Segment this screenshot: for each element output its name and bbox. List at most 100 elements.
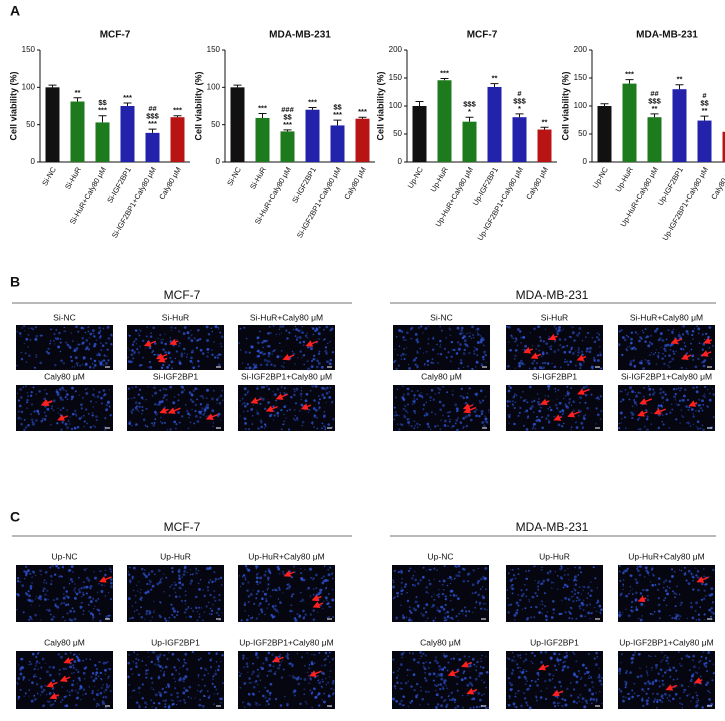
nucleus [517, 415, 519, 417]
nucleus [474, 607, 476, 609]
nucleus [39, 595, 42, 598]
nucleus [23, 611, 25, 613]
nucleus [681, 399, 684, 402]
nucleus [89, 337, 90, 338]
nucleus [104, 417, 106, 419]
nucleus [288, 428, 290, 430]
nucleus [247, 390, 249, 392]
nucleus [93, 367, 94, 368]
nucleus [572, 352, 575, 355]
nucleus [163, 397, 165, 399]
nucleus [323, 425, 325, 427]
nucleus [135, 329, 137, 331]
nucleus [474, 410, 477, 413]
nucleus [652, 573, 654, 575]
nucleus [457, 676, 459, 678]
nucleus [265, 697, 267, 699]
nucleus [255, 654, 257, 656]
nucleus [483, 681, 485, 683]
nucleus [327, 579, 329, 581]
nucleus [570, 387, 572, 389]
nucleus [164, 699, 167, 702]
nucleus [402, 336, 404, 338]
nucleus [209, 580, 210, 581]
nucleus [173, 610, 176, 613]
nucleus [435, 706, 438, 709]
nucleus [439, 346, 441, 348]
nucleus [241, 619, 243, 621]
nucleus [204, 668, 206, 670]
nucleus [633, 365, 636, 368]
nucleus [648, 574, 649, 575]
nucleus [478, 675, 480, 677]
nucleus [681, 703, 683, 705]
nucleus [220, 577, 223, 580]
nucleus [88, 604, 90, 606]
nucleus [68, 419, 69, 420]
nucleus [621, 422, 622, 423]
nucleus [636, 581, 639, 584]
nucleus [444, 348, 446, 350]
nucleus [556, 407, 558, 409]
nucleus [528, 599, 529, 600]
nucleus [152, 424, 155, 427]
nucleus [294, 695, 296, 697]
nucleus [78, 677, 81, 680]
nucleus [586, 671, 589, 674]
nucleus [330, 688, 332, 690]
nucleus [524, 584, 526, 586]
nucleus [199, 691, 201, 693]
nucleus [181, 392, 182, 393]
nucleus [269, 361, 271, 363]
nucleus [666, 338, 668, 340]
nucleus [151, 570, 154, 573]
nucleus [398, 571, 400, 573]
nucleus [597, 332, 599, 334]
bar [306, 110, 320, 162]
nucleus [147, 386, 148, 387]
nucleus [245, 428, 247, 430]
nucleus [405, 410, 407, 412]
nucleus [206, 605, 208, 607]
nucleus [419, 658, 420, 659]
nucleus [394, 414, 396, 416]
nucleus [683, 416, 685, 418]
nucleus [311, 385, 314, 388]
nucleus [22, 679, 24, 681]
nucleus [88, 331, 90, 333]
nucleus [105, 662, 107, 664]
nucleus [625, 389, 627, 391]
nucleus [238, 342, 240, 344]
nucleus [133, 397, 135, 399]
nucleus [464, 343, 467, 346]
nucleus [661, 696, 663, 698]
nucleus [411, 327, 414, 330]
nucleus [174, 582, 176, 584]
nucleus [680, 348, 682, 350]
nucleus [26, 401, 28, 403]
nucleus [462, 568, 464, 570]
nucleus [147, 651, 149, 653]
nucleus [618, 670, 621, 673]
nucleus [692, 696, 694, 698]
nucleus [248, 693, 251, 696]
nucleus [462, 417, 465, 420]
nucleus [42, 658, 45, 661]
nucleus [33, 695, 35, 697]
nucleus [180, 385, 182, 387]
nucleus [66, 595, 68, 597]
nucleus [679, 400, 681, 402]
nucleus [704, 584, 706, 586]
nucleus [417, 604, 420, 607]
nucleus [580, 571, 582, 573]
nucleus [177, 411, 180, 414]
nucleus [562, 666, 565, 669]
nucleus [217, 693, 219, 695]
nucleus [92, 394, 95, 397]
nucleus [479, 604, 481, 606]
nucleus [261, 611, 263, 613]
nucleus [632, 411, 634, 413]
nucleus [531, 362, 533, 364]
nucleus [93, 345, 96, 348]
nucleus [147, 590, 150, 593]
